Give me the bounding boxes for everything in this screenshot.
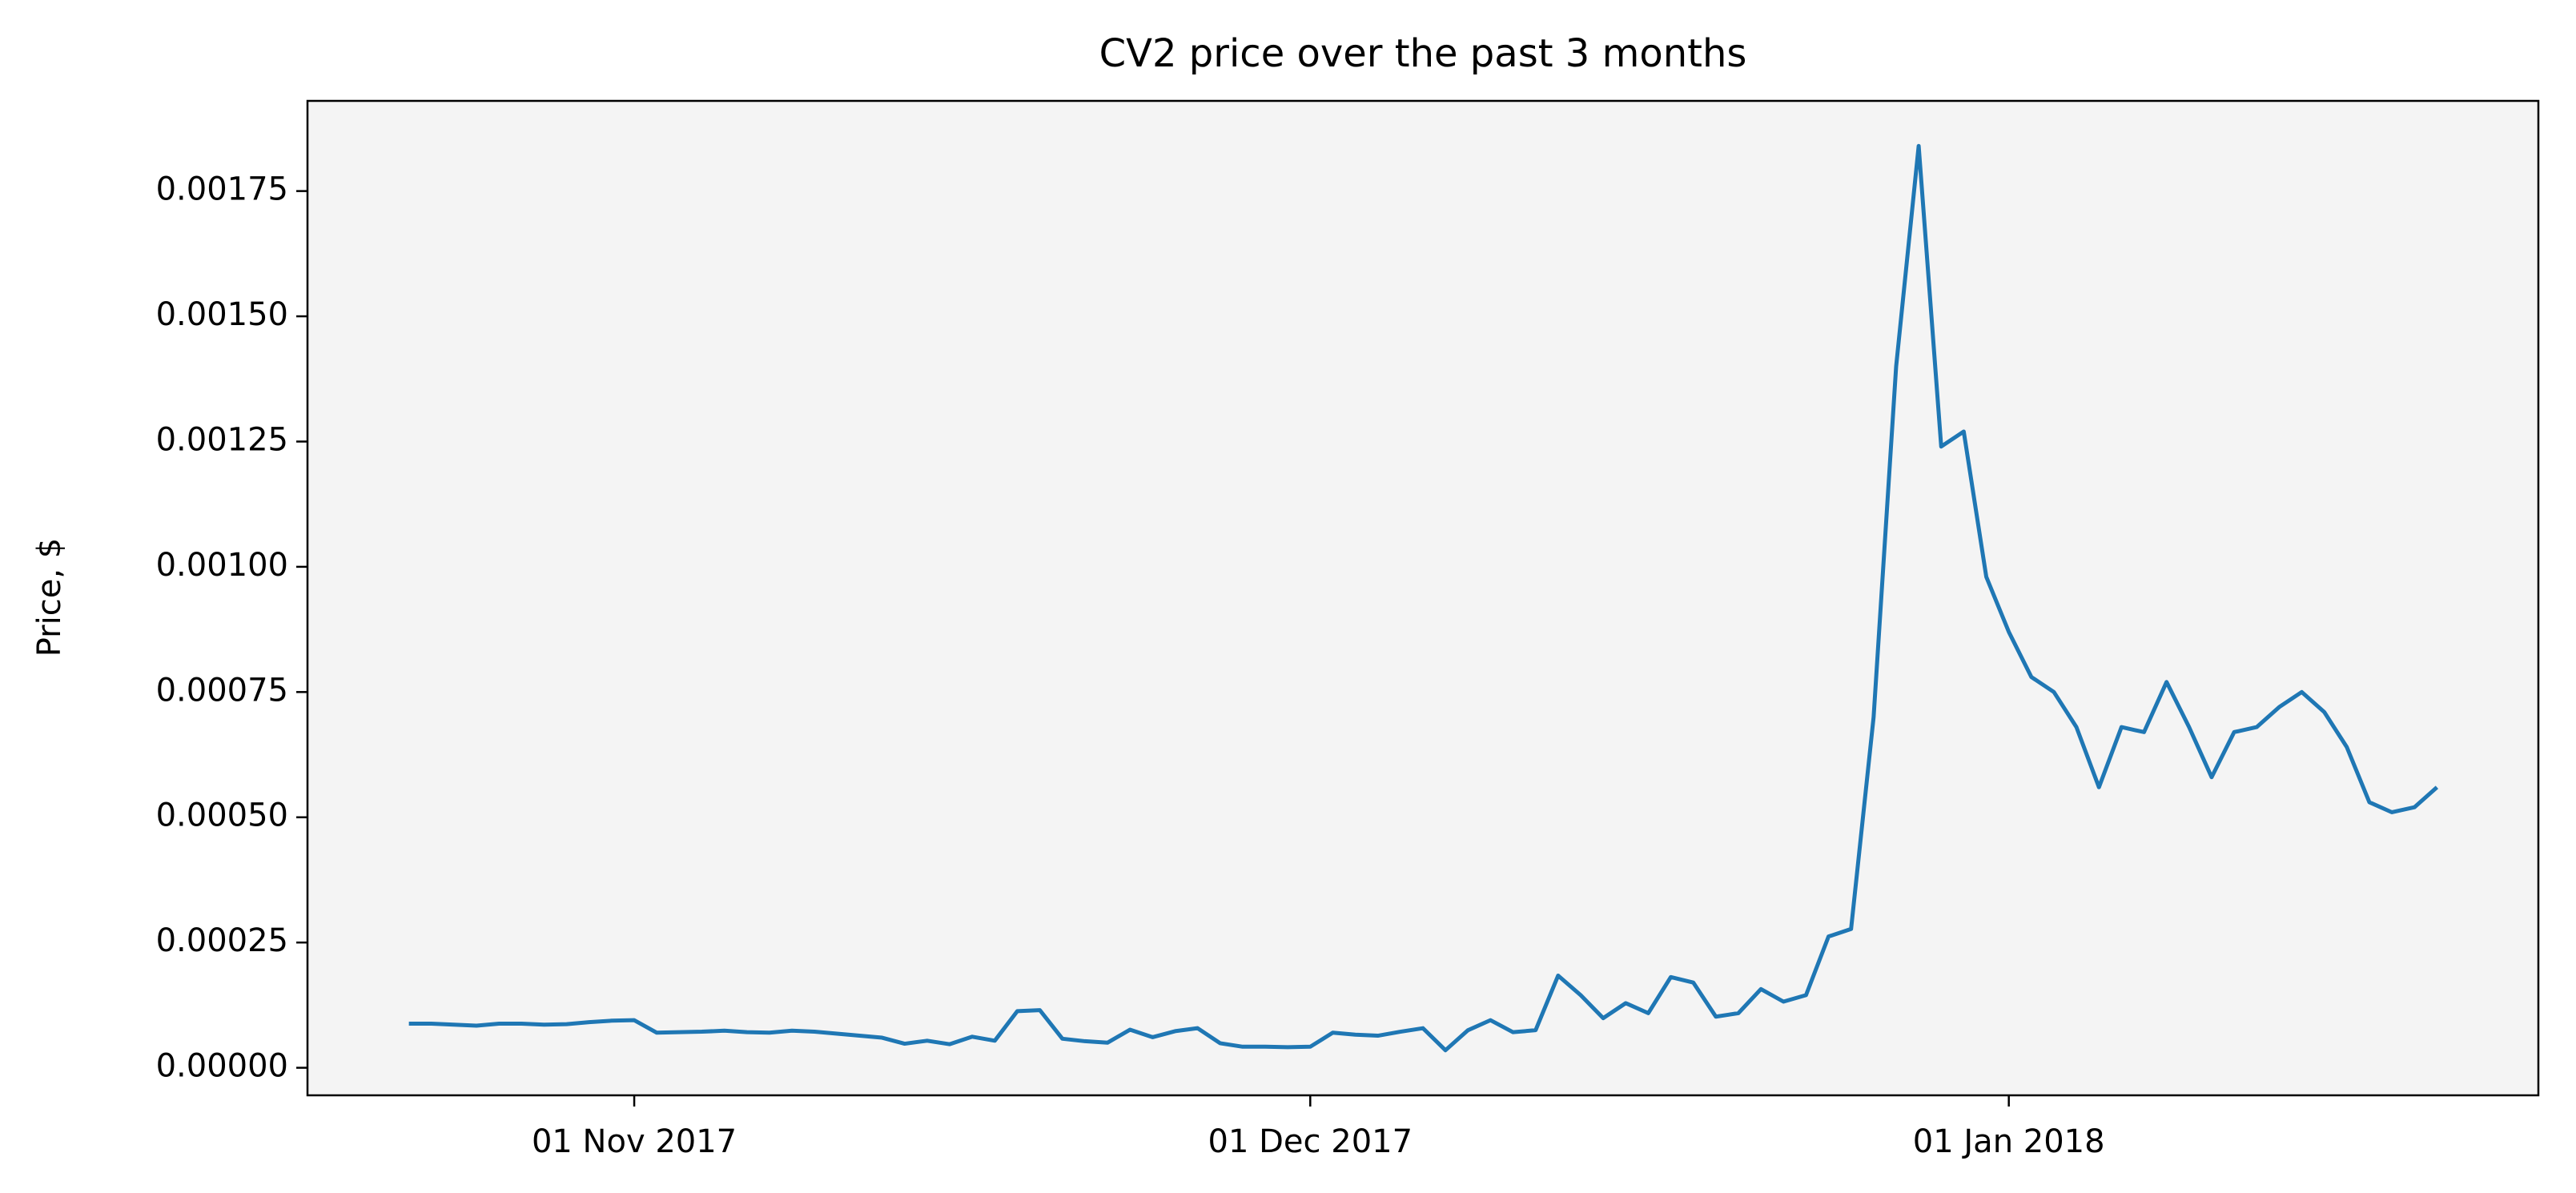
chart-title: CV2 price over the past 3 months <box>1099 31 1747 76</box>
price-line <box>408 143 2439 1053</box>
y-tick-label: 0.00150 <box>156 296 288 333</box>
y-axis-label: Price, $ <box>31 538 68 657</box>
y-tick-label: 0.00025 <box>156 922 288 959</box>
x-tick-label: 01 Nov 2017 <box>532 1123 737 1160</box>
y-tick-label: 0.00125 <box>156 421 288 458</box>
y-tick-label: 0.00075 <box>156 672 288 709</box>
plot-frame <box>306 99 2540 1097</box>
x-tick-label: 01 Jan 2018 <box>1913 1123 2105 1160</box>
plot-area <box>307 101 2538 1095</box>
y-tick-label: 0.00000 <box>156 1048 288 1085</box>
y-tick-label: 0.00100 <box>156 547 288 584</box>
y-tick-label: 0.00050 <box>156 797 288 834</box>
y-tick-label: 0.00175 <box>156 171 288 208</box>
x-tick-label: 01 Dec 2017 <box>1208 1123 1413 1160</box>
